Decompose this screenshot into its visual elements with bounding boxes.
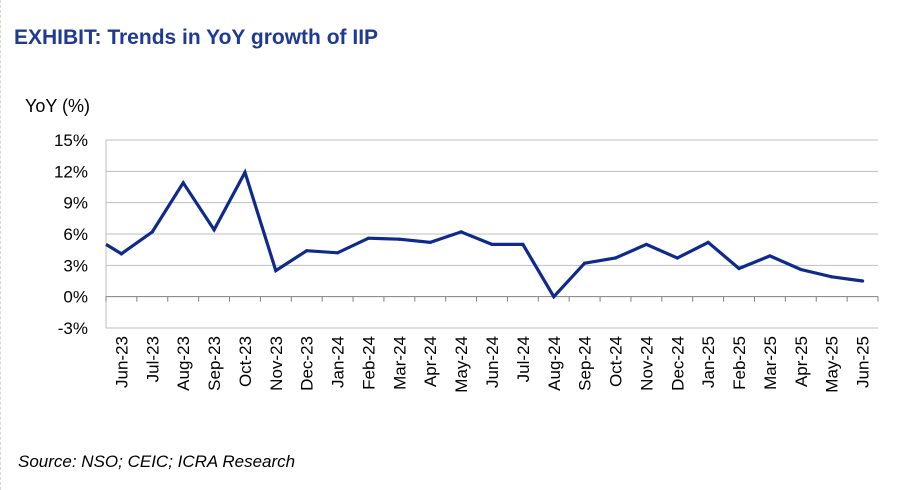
x-tick-label: Jun-23 xyxy=(112,336,131,388)
x-tick-label: Aug-24 xyxy=(545,336,564,391)
data-point xyxy=(644,242,649,247)
data-point xyxy=(521,242,525,247)
x-tick-label: Jan-24 xyxy=(329,336,348,388)
x-tick-label: Dec-23 xyxy=(298,336,317,391)
data-point xyxy=(336,251,340,255)
data-point xyxy=(830,275,834,279)
series-line-0 xyxy=(105,168,863,300)
source-note: Source: NSO; CEIC; ICRA Research xyxy=(18,452,296,471)
data-point xyxy=(274,268,278,273)
x-tick-label: Mar-25 xyxy=(761,336,780,390)
x-tick-label: Nov-23 xyxy=(267,336,286,391)
data-point xyxy=(119,252,124,256)
x-tick-label: Oct-23 xyxy=(236,336,255,387)
x-tick-label: Feb-24 xyxy=(359,336,378,390)
data-point xyxy=(397,237,401,241)
y-tick-label: 15% xyxy=(54,131,88,150)
data-point xyxy=(490,242,494,247)
data-point xyxy=(583,261,587,265)
data-point xyxy=(305,249,309,253)
y-tick-label: 3% xyxy=(63,256,88,275)
x-tick-label: Jul-23 xyxy=(143,336,162,382)
x-tick-label: Apr-25 xyxy=(792,336,811,387)
x-tick-label: Apr-24 xyxy=(421,336,440,387)
x-tick-label: Sep-23 xyxy=(205,336,224,391)
data-point xyxy=(459,230,463,234)
data-point xyxy=(799,267,803,272)
x-tick-label: Sep-24 xyxy=(576,336,595,391)
x-tick-label: Nov-24 xyxy=(637,336,656,391)
data-point xyxy=(860,279,865,283)
y-tick-labels: 15% 12% 9% 6% 3% 0% -3% xyxy=(54,131,88,338)
data-point xyxy=(552,295,556,299)
y-tick-label: 9% xyxy=(63,194,88,213)
data-point xyxy=(737,266,741,271)
data-point xyxy=(181,181,185,185)
data-point xyxy=(366,236,371,240)
data-point xyxy=(613,256,618,260)
x-axis xyxy=(105,296,879,302)
x-tick-label: Jul-24 xyxy=(514,336,533,382)
data-point xyxy=(243,170,247,174)
data-point xyxy=(706,240,710,244)
data-point xyxy=(768,254,772,258)
x-tick-label: Oct-24 xyxy=(607,336,626,387)
x-tick-label: Jan-25 xyxy=(699,336,718,388)
y-tick-label: -3% xyxy=(58,319,88,338)
gridlines xyxy=(105,139,878,329)
y-tick-label: 12% xyxy=(54,162,88,181)
data-point xyxy=(428,240,432,244)
x-tick-label: Dec-24 xyxy=(668,336,687,391)
y-tick-label: 6% xyxy=(63,225,88,244)
data-point xyxy=(675,256,679,260)
x-tick-label: Feb-25 xyxy=(730,336,749,390)
x-tick-label: Jun-24 xyxy=(483,336,502,388)
x-tick-label: Mar-24 xyxy=(390,336,409,390)
data-point xyxy=(150,230,154,234)
x-tick-label: Jun-25 xyxy=(854,336,873,388)
y-tick-label: 0% xyxy=(63,288,88,307)
data-point xyxy=(212,228,216,232)
x-tick-label: Aug-23 xyxy=(174,336,193,391)
x-tick-label: May-25 xyxy=(823,336,842,393)
series-group xyxy=(105,168,865,300)
y-axis-label: YoY (%) xyxy=(25,96,91,116)
x-tick-labels: Jun-23 Jul-23 Aug-23 Sep-23 Oct-23 Nov-23 Dec-… xyxy=(112,336,872,393)
x-tick-label: May-24 xyxy=(452,336,471,393)
chart-title: EXHIBIT: Trends in YoY growth of IIP xyxy=(14,26,379,49)
